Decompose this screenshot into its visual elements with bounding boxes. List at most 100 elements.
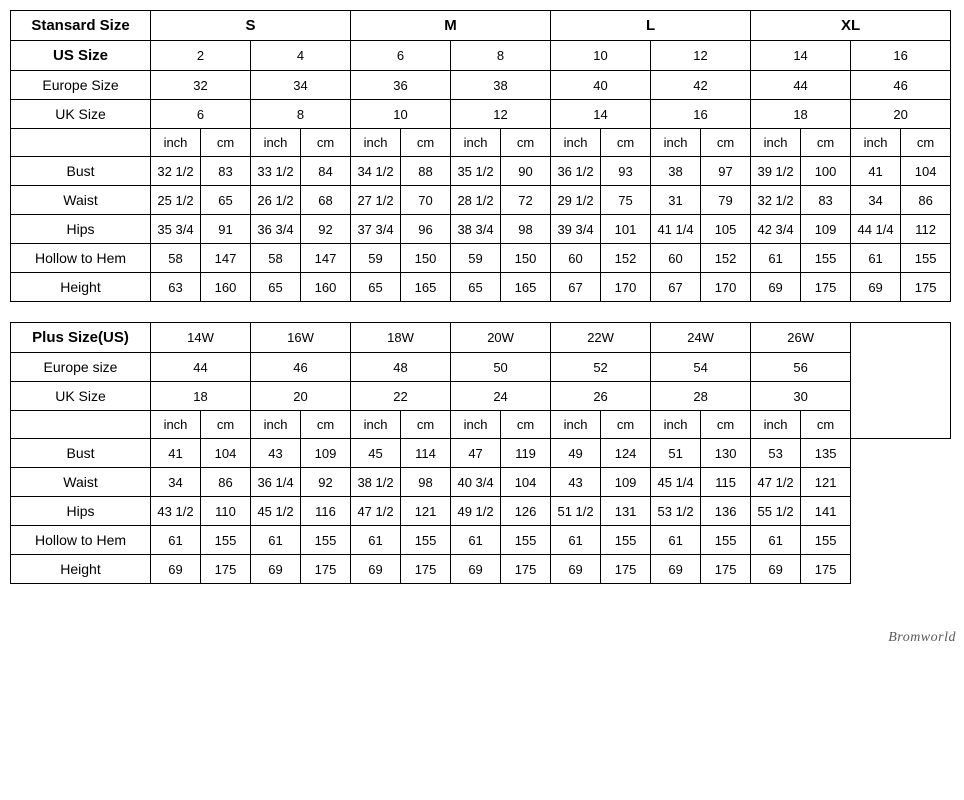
cell: 24 — [451, 382, 551, 411]
cell: 45 1/4 — [651, 468, 701, 497]
cell: 41 1/4 — [651, 215, 701, 244]
cell: 53 1/2 — [651, 497, 701, 526]
cell: 16 — [851, 41, 951, 71]
table-row: Waist348636 1/49238 1/29840 3/4104431094… — [11, 468, 951, 497]
unit-cm: cm — [601, 129, 651, 157]
cell: 69 — [351, 555, 401, 584]
cell: 83 — [801, 186, 851, 215]
cell: 147 — [201, 244, 251, 273]
standard-size-table: Stansard Size S M L XL US Size 2 4 6 8 1… — [10, 10, 951, 302]
unit-cm: cm — [601, 411, 651, 439]
cell: 18W — [351, 323, 451, 353]
cell: 175 — [901, 273, 951, 302]
cell: 20W — [451, 323, 551, 353]
table-row: Hollow to Hem611556115561155611556115561… — [11, 526, 951, 555]
cell: 155 — [501, 526, 551, 555]
standard-size-label: Stansard Size — [11, 11, 151, 41]
cell: 121 — [401, 497, 451, 526]
cell: 175 — [201, 555, 251, 584]
cell: 115 — [701, 468, 751, 497]
unit-cm: cm — [401, 129, 451, 157]
cell: 49 1/2 — [451, 497, 501, 526]
cell: 61 — [651, 526, 701, 555]
cell: 53 — [751, 439, 801, 468]
cell: 86 — [901, 186, 951, 215]
blank-cell — [11, 411, 151, 439]
cell: 30 — [751, 382, 851, 411]
cell: 38 — [451, 71, 551, 100]
cell: 20 — [251, 382, 351, 411]
cell: 152 — [601, 244, 651, 273]
cell: 12 — [651, 41, 751, 71]
cell: 58 — [251, 244, 301, 273]
cell: 12 — [451, 100, 551, 129]
row-units: inchcm inchcm inchcm inchcm inchcm inchc… — [11, 129, 951, 157]
cell: 109 — [601, 468, 651, 497]
cell: 114 — [401, 439, 451, 468]
unit-inch: inch — [551, 411, 601, 439]
cell: 155 — [901, 244, 951, 273]
unit-cm: cm — [701, 411, 751, 439]
size-xl: XL — [751, 11, 951, 41]
cell: 50 — [451, 353, 551, 382]
cell: 65 — [251, 273, 301, 302]
cell: 175 — [601, 555, 651, 584]
row-label: Waist — [11, 468, 151, 497]
cell: 92 — [301, 215, 351, 244]
row-us-size: US Size 2 4 6 8 10 12 14 16 — [11, 41, 951, 71]
cell: 97 — [701, 157, 751, 186]
row-uk-size: UK Size 6 8 10 12 14 16 18 20 — [11, 100, 951, 129]
unit-inch: inch — [451, 129, 501, 157]
cell: 165 — [401, 273, 451, 302]
cell: 29 1/2 — [551, 186, 601, 215]
row-label: Bust — [11, 439, 151, 468]
cell: 69 — [751, 555, 801, 584]
unit-cm: cm — [401, 411, 451, 439]
cell: 92 — [301, 468, 351, 497]
size-s: S — [151, 11, 351, 41]
cell: 8 — [451, 41, 551, 71]
us-size-label: US Size — [11, 41, 151, 71]
cell: 24W — [651, 323, 751, 353]
cell: 16 — [651, 100, 751, 129]
cell: 10 — [351, 100, 451, 129]
cell: 43 1/2 — [151, 497, 201, 526]
unit-inch: inch — [251, 411, 301, 439]
cell: 59 — [451, 244, 501, 273]
cell: 38 1/2 — [351, 468, 401, 497]
cell: 61 — [151, 526, 201, 555]
unit-inch: inch — [651, 411, 701, 439]
unit-cm: cm — [901, 129, 951, 157]
table-row: Height6917569175691756917569175691756917… — [11, 555, 951, 584]
cell: 14 — [551, 100, 651, 129]
cell: 98 — [501, 215, 551, 244]
cell: 69 — [451, 555, 501, 584]
cell: 124 — [601, 439, 651, 468]
unit-inch: inch — [151, 129, 201, 157]
cell: 175 — [801, 555, 851, 584]
cell: 126 — [501, 497, 551, 526]
cell: 90 — [501, 157, 551, 186]
cell: 18 — [151, 382, 251, 411]
cell: 69 — [651, 555, 701, 584]
cell: 150 — [401, 244, 451, 273]
cell: 28 1/2 — [451, 186, 501, 215]
cell: 61 — [551, 526, 601, 555]
size-l: L — [551, 11, 751, 41]
cell: 34 — [251, 71, 351, 100]
cell: 155 — [801, 526, 851, 555]
plus-size-label: Plus Size(US) — [11, 323, 151, 353]
cell: 35 1/2 — [451, 157, 501, 186]
uk-size-label: UK Size — [11, 382, 151, 411]
cell: 33 1/2 — [251, 157, 301, 186]
unit-inch: inch — [751, 129, 801, 157]
cell: 104 — [501, 468, 551, 497]
cell: 60 — [551, 244, 601, 273]
cell: 61 — [751, 244, 801, 273]
cell: 155 — [701, 526, 751, 555]
cell: 36 3/4 — [251, 215, 301, 244]
cell: 84 — [301, 157, 351, 186]
unit-cm: cm — [501, 129, 551, 157]
cell: 112 — [901, 215, 951, 244]
cell: 155 — [601, 526, 651, 555]
